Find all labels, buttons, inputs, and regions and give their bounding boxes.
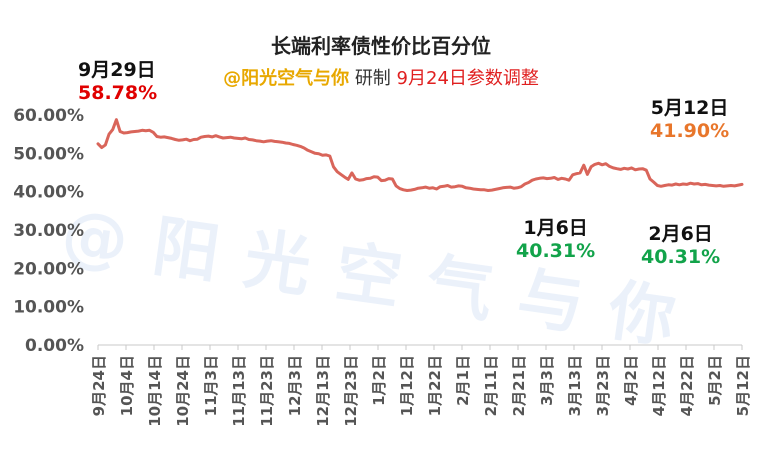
y-tick-label: 60.00% — [13, 106, 84, 126]
annotation-low-jan: 1月6日 40.31% — [516, 213, 595, 262]
chart-subtitle: @阳光空气与你 研制 9月24日参数调整 — [0, 64, 762, 90]
annotation-date: 1月6日 — [523, 217, 588, 239]
x-tick-label: 11月13日 — [230, 355, 248, 427]
y-tick-label: 40.00% — [13, 183, 84, 203]
x-tick-label: 3月13日 — [566, 355, 584, 416]
annotation-value: 58.78% — [78, 82, 158, 104]
x-tick-label: 2月1日 — [454, 355, 472, 406]
annotation-value: 41.90% — [650, 120, 730, 142]
x-tick-label: 10月24日 — [174, 355, 192, 427]
made-label: 研制 — [354, 68, 391, 89]
annotation-date: 2月6日 — [648, 223, 713, 245]
x-tick-label: 1月22日 — [426, 355, 444, 416]
x-tick-label: 3月3日 — [538, 355, 556, 406]
x-tick-label: 11月23日 — [258, 355, 276, 427]
annotation-value: 40.31% — [516, 240, 596, 262]
annotation-value: 40.31% — [641, 246, 721, 268]
chart-title: 长端利率债性价比百分位 — [271, 34, 491, 58]
y-tick-label: 10.00% — [13, 298, 84, 318]
parameter-note: 9月24日参数调整 — [396, 68, 539, 89]
series-line — [96, 118, 744, 192]
x-tick-label: 12月23日 — [342, 355, 360, 427]
y-tick-label: 0.00% — [25, 336, 84, 356]
x-tick-label: 3月23日 — [594, 355, 612, 416]
x-tick-label: 12月13日 — [314, 355, 332, 427]
x-tick-label: 4月2日 — [622, 355, 640, 406]
x-tick-label: 1月12日 — [398, 355, 416, 416]
annotation-low-feb: 2月6日 40.31% — [641, 219, 720, 268]
x-tick-label: 5月12日 — [734, 355, 752, 416]
x-tick-label: 2月21日 — [510, 355, 528, 416]
x-tick-label: 1月2日 — [370, 355, 388, 406]
annotation-latest: 5月12日 41.90% — [650, 93, 729, 142]
y-tick-label: 30.00% — [13, 221, 84, 241]
x-tick-label: 10月4日 — [118, 355, 136, 416]
x-tick-label: 5月2日 — [706, 355, 724, 406]
annotation-peak: 9月29日 58.78% — [78, 55, 157, 104]
author-handle: @阳光空气与你 — [223, 68, 350, 89]
annotation-date: 5月12日 — [650, 97, 729, 119]
x-tick-label: 2月11日 — [482, 355, 500, 416]
y-tick-label: 50.00% — [13, 144, 84, 164]
y-tick-label: 20.00% — [13, 259, 84, 279]
x-tick-label: 12月3日 — [286, 355, 304, 416]
x-tick-label: 4月12日 — [650, 355, 668, 416]
x-tick-label: 9月24日 — [90, 355, 108, 416]
x-tick-label: 11月3日 — [202, 355, 220, 416]
x-tick-label: 4月22日 — [678, 355, 696, 416]
x-tick-label: 10月14日 — [146, 355, 164, 427]
annotation-date: 9月29日 — [78, 59, 156, 81]
